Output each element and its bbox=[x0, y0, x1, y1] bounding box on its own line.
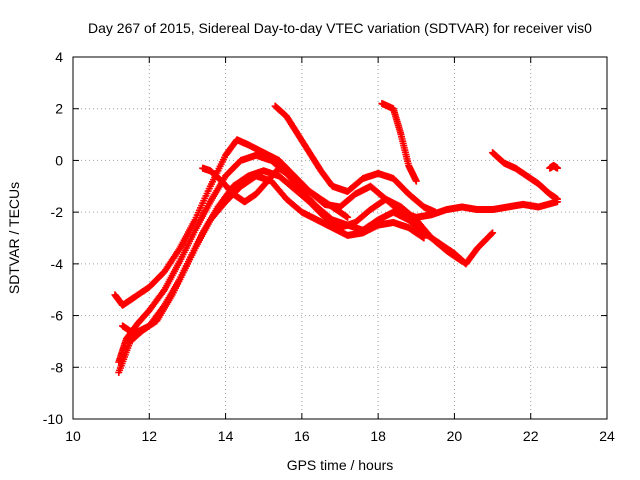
x-tick-label: 18 bbox=[370, 428, 386, 444]
data-point-marker bbox=[412, 177, 420, 185]
y-tick-label: -2 bbox=[51, 204, 64, 220]
y-tick-label: 4 bbox=[55, 49, 63, 65]
y-tick-label: -4 bbox=[51, 256, 64, 272]
data-point-marker bbox=[344, 213, 352, 221]
series-track-6 bbox=[378, 100, 420, 185]
series-track-8 bbox=[546, 162, 561, 172]
series-track-5 bbox=[271, 102, 439, 216]
y-tick-label: 2 bbox=[55, 101, 63, 117]
plot-frame bbox=[72, 56, 608, 420]
data-point-marker bbox=[458, 257, 466, 265]
series-track-7 bbox=[489, 149, 561, 203]
y-tick-label: -10 bbox=[43, 411, 63, 427]
x-tick-label: 20 bbox=[447, 428, 463, 444]
data-point-marker bbox=[431, 208, 439, 216]
series-track-4 bbox=[119, 172, 428, 338]
data-point-marker bbox=[420, 234, 428, 242]
data-point-marker bbox=[487, 230, 495, 238]
x-tick-label: 16 bbox=[294, 428, 310, 444]
data-series bbox=[111, 100, 561, 376]
y-tick-label: -6 bbox=[51, 308, 64, 324]
data-point-marker bbox=[159, 287, 167, 295]
x-tick-label: 10 bbox=[65, 428, 81, 444]
data-point-marker bbox=[553, 164, 561, 172]
data-point-marker bbox=[489, 229, 497, 237]
x-tick-label: 24 bbox=[599, 428, 615, 444]
data-point-marker bbox=[553, 195, 561, 203]
x-axis-label: GPS time / hours bbox=[287, 457, 394, 473]
x-tick-label: 14 bbox=[218, 428, 234, 444]
series-track-9 bbox=[199, 164, 352, 221]
grid-lines bbox=[73, 57, 607, 419]
x-tick-label: 12 bbox=[141, 428, 157, 444]
chart-title: Day 267 of 2015, Sidereal Day-to-day VTE… bbox=[88, 20, 592, 36]
y-tick-label: 0 bbox=[55, 152, 63, 168]
y-axis-label: SDTVAR / TECUs bbox=[6, 182, 22, 294]
y-tick-label: -8 bbox=[51, 359, 64, 375]
x-tick-label: 22 bbox=[523, 428, 539, 444]
